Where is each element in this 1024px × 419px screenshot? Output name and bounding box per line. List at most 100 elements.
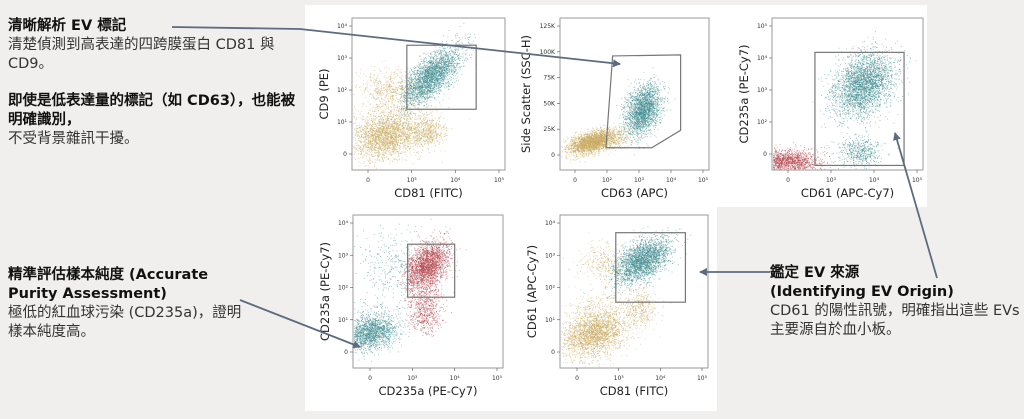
data-point — [421, 68, 423, 70]
data-point — [435, 131, 436, 133]
data-point — [366, 149, 368, 151]
data-point — [397, 136, 399, 138]
data-point — [358, 131, 360, 133]
data-point — [430, 142, 432, 143]
data-point — [405, 159, 406, 161]
data-point — [380, 137, 382, 139]
data-point — [430, 112, 432, 114]
data-point — [458, 67, 460, 69]
data-point — [427, 127, 429, 129]
data-point — [386, 135, 388, 137]
data-point — [418, 82, 420, 84]
data-point — [396, 88, 398, 90]
data-point — [448, 72, 450, 73]
data-point — [360, 154, 362, 155]
data-point — [407, 131, 409, 132]
data-point — [385, 124, 387, 126]
data-point — [425, 83, 427, 85]
data-point — [361, 150, 363, 152]
data-point — [375, 155, 376, 156]
data-point — [421, 97, 423, 99]
data-point — [372, 148, 374, 150]
data-point — [429, 128, 431, 130]
data-point — [450, 68, 452, 70]
data-point — [423, 136, 424, 138]
data-point — [402, 85, 403, 87]
data-point — [360, 142, 362, 144]
data-point — [456, 49, 458, 51]
data-point — [397, 156, 399, 158]
data-point — [370, 143, 371, 144]
data-point — [393, 138, 395, 139]
data-point — [408, 123, 410, 125]
data-point — [419, 139, 420, 141]
data-point — [398, 145, 400, 147]
data-point — [370, 131, 372, 133]
data-point — [396, 149, 398, 151]
data-point — [395, 93, 397, 95]
data-point — [361, 125, 363, 127]
data-point — [438, 68, 440, 70]
data-point — [359, 125, 360, 127]
data-point — [397, 69, 399, 70]
data-point — [363, 80, 364, 82]
data-point — [407, 85, 409, 87]
data-point — [426, 128, 428, 130]
data-point — [419, 117, 421, 119]
data-point — [383, 112, 385, 114]
data-point — [414, 123, 416, 124]
data-point — [440, 105, 442, 107]
data-point — [401, 139, 403, 140]
data-point — [383, 88, 385, 89]
data-point — [417, 145, 419, 147]
data-point — [372, 120, 374, 122]
data-point — [432, 89, 433, 91]
data-point — [403, 129, 405, 131]
data-point — [374, 85, 376, 86]
data-point — [427, 142, 429, 144]
data-point — [374, 141, 376, 143]
data-point — [417, 152, 419, 153]
data-point — [430, 127, 431, 129]
data-point — [428, 76, 430, 78]
data-point — [387, 118, 389, 120]
data-point — [391, 95, 393, 97]
data-point — [356, 133, 358, 135]
data-point — [364, 135, 366, 137]
data-point — [409, 95, 411, 97]
data-point — [392, 122, 394, 124]
data-point — [400, 117, 402, 118]
data-point — [431, 74, 433, 75]
data-point — [377, 158, 379, 160]
data-point — [368, 160, 369, 162]
data-point — [381, 130, 383, 132]
data-point — [388, 95, 390, 97]
data-point — [378, 85, 380, 87]
data-point — [391, 153, 393, 155]
data-point — [367, 128, 368, 129]
data-point — [378, 121, 380, 123]
data-point — [406, 113, 408, 115]
data-point — [404, 133, 406, 135]
data-point — [395, 121, 397, 123]
data-point — [420, 61, 422, 62]
data-point — [381, 119, 383, 120]
data-point — [430, 142, 432, 144]
data-point — [429, 71, 431, 73]
data-point — [373, 97, 375, 99]
data-point — [397, 141, 399, 143]
data-point — [423, 91, 425, 92]
data-point — [417, 129, 419, 131]
data-point — [383, 120, 385, 122]
data-point — [417, 96, 418, 98]
data-point — [393, 147, 395, 149]
data-point — [432, 124, 434, 126]
data-point — [388, 133, 390, 135]
data-point — [429, 131, 431, 133]
data-point — [440, 80, 441, 81]
data-point — [396, 143, 397, 145]
data-point — [407, 137, 409, 139]
data-point — [353, 112, 355, 114]
data-point — [403, 140, 405, 141]
data-point — [434, 126, 435, 127]
